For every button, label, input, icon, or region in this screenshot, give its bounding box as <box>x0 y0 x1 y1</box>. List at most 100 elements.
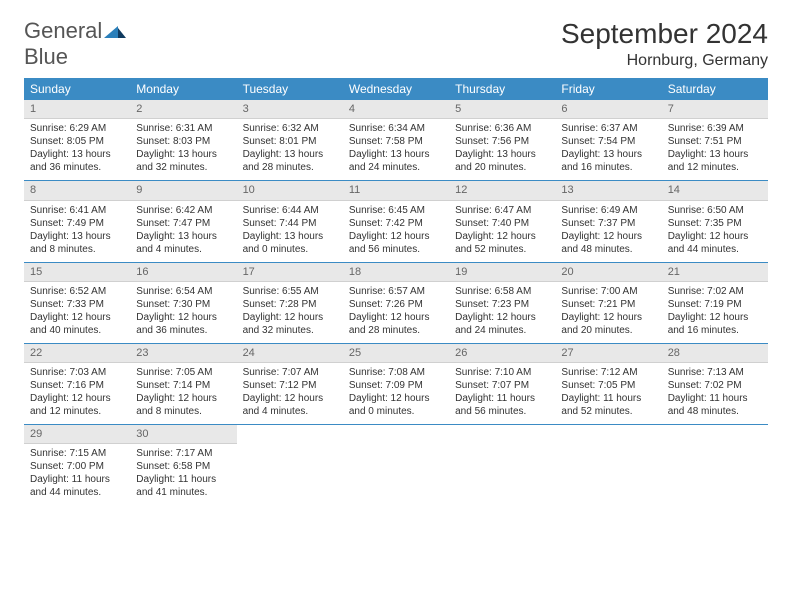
day-body: Sunrise: 6:49 AMSunset: 7:37 PMDaylight:… <box>555 201 661 262</box>
calendar-week-row: 1Sunrise: 6:29 AMSunset: 8:05 PMDaylight… <box>24 100 768 181</box>
day-number: 30 <box>130 425 236 444</box>
day-number: 24 <box>237 344 343 363</box>
header: General Blue September 2024 Hornburg, Ge… <box>24 18 768 70</box>
day-body: Sunrise: 6:36 AMSunset: 7:56 PMDaylight:… <box>449 119 555 180</box>
calendar-day-cell: 26Sunrise: 7:10 AMSunset: 7:07 PMDayligh… <box>449 343 555 424</box>
sunrise-line: Sunrise: 6:55 AM <box>243 285 337 298</box>
daylight-line: Daylight: 12 hours and 4 minutes. <box>243 392 337 418</box>
calendar-day-cell: 23Sunrise: 7:05 AMSunset: 7:14 PMDayligh… <box>130 343 236 424</box>
daylight-line: Daylight: 13 hours and 32 minutes. <box>136 148 230 174</box>
day-number: 11 <box>343 181 449 200</box>
day-number: 9 <box>130 181 236 200</box>
day-number: 22 <box>24 344 130 363</box>
day-number: 16 <box>130 263 236 282</box>
weekday-header: Wednesday <box>343 78 449 100</box>
day-number: 19 <box>449 263 555 282</box>
day-number: 26 <box>449 344 555 363</box>
day-number: 27 <box>555 344 661 363</box>
sunrise-line: Sunrise: 7:02 AM <box>668 285 762 298</box>
daylight-line: Daylight: 13 hours and 8 minutes. <box>30 230 124 256</box>
sunset-line: Sunset: 7:23 PM <box>455 298 549 311</box>
daylight-line: Daylight: 11 hours and 41 minutes. <box>136 473 230 499</box>
day-body: Sunrise: 6:52 AMSunset: 7:33 PMDaylight:… <box>24 282 130 343</box>
daylight-line: Daylight: 13 hours and 12 minutes. <box>668 148 762 174</box>
calendar-day-cell: 29Sunrise: 7:15 AMSunset: 7:00 PMDayligh… <box>24 425 130 506</box>
calendar-day-cell <box>343 425 449 506</box>
day-body: Sunrise: 7:15 AMSunset: 7:00 PMDaylight:… <box>24 444 130 505</box>
day-body: Sunrise: 6:50 AMSunset: 7:35 PMDaylight:… <box>662 201 768 262</box>
sunrise-line: Sunrise: 6:52 AM <box>30 285 124 298</box>
sunset-line: Sunset: 8:01 PM <box>243 135 337 148</box>
calendar-week-row: 29Sunrise: 7:15 AMSunset: 7:00 PMDayligh… <box>24 425 768 506</box>
day-number: 6 <box>555 100 661 119</box>
calendar-day-cell: 20Sunrise: 7:00 AMSunset: 7:21 PMDayligh… <box>555 262 661 343</box>
calendar-day-cell: 22Sunrise: 7:03 AMSunset: 7:16 PMDayligh… <box>24 343 130 424</box>
sunrise-line: Sunrise: 6:45 AM <box>349 204 443 217</box>
day-body: Sunrise: 7:12 AMSunset: 7:05 PMDaylight:… <box>555 363 661 424</box>
sunrise-line: Sunrise: 6:42 AM <box>136 204 230 217</box>
day-body: Sunrise: 6:44 AMSunset: 7:44 PMDaylight:… <box>237 201 343 262</box>
day-body: Sunrise: 6:45 AMSunset: 7:42 PMDaylight:… <box>343 201 449 262</box>
daylight-line: Daylight: 13 hours and 28 minutes. <box>243 148 337 174</box>
calendar-week-row: 15Sunrise: 6:52 AMSunset: 7:33 PMDayligh… <box>24 262 768 343</box>
sunset-line: Sunset: 7:21 PM <box>561 298 655 311</box>
logo-text-2: Blue <box>24 44 68 69</box>
day-body: Sunrise: 6:39 AMSunset: 7:51 PMDaylight:… <box>662 119 768 180</box>
sunrise-line: Sunrise: 6:31 AM <box>136 122 230 135</box>
daylight-line: Daylight: 12 hours and 12 minutes. <box>30 392 124 418</box>
sunrise-line: Sunrise: 6:44 AM <box>243 204 337 217</box>
daylight-line: Daylight: 13 hours and 36 minutes. <box>30 148 124 174</box>
daylight-line: Daylight: 11 hours and 44 minutes. <box>30 473 124 499</box>
calendar-day-cell <box>555 425 661 506</box>
sunset-line: Sunset: 7:47 PM <box>136 217 230 230</box>
day-number: 17 <box>237 263 343 282</box>
day-body: Sunrise: 6:58 AMSunset: 7:23 PMDaylight:… <box>449 282 555 343</box>
daylight-line: Daylight: 12 hours and 28 minutes. <box>349 311 443 337</box>
sunrise-line: Sunrise: 7:08 AM <box>349 366 443 379</box>
calendar-day-cell: 14Sunrise: 6:50 AMSunset: 7:35 PMDayligh… <box>662 181 768 262</box>
sunset-line: Sunset: 7:26 PM <box>349 298 443 311</box>
calendar-day-cell: 17Sunrise: 6:55 AMSunset: 7:28 PMDayligh… <box>237 262 343 343</box>
day-body: Sunrise: 7:13 AMSunset: 7:02 PMDaylight:… <box>662 363 768 424</box>
sunrise-line: Sunrise: 7:07 AM <box>243 366 337 379</box>
calendar-day-cell: 10Sunrise: 6:44 AMSunset: 7:44 PMDayligh… <box>237 181 343 262</box>
sunrise-line: Sunrise: 6:37 AM <box>561 122 655 135</box>
sunrise-line: Sunrise: 6:50 AM <box>668 204 762 217</box>
calendar-day-cell: 5Sunrise: 6:36 AMSunset: 7:56 PMDaylight… <box>449 100 555 181</box>
calendar-day-cell: 12Sunrise: 6:47 AMSunset: 7:40 PMDayligh… <box>449 181 555 262</box>
sunrise-line: Sunrise: 7:05 AM <box>136 366 230 379</box>
weekday-header: Saturday <box>662 78 768 100</box>
sunrise-line: Sunrise: 7:03 AM <box>30 366 124 379</box>
day-body: Sunrise: 6:41 AMSunset: 7:49 PMDaylight:… <box>24 201 130 262</box>
sunrise-line: Sunrise: 7:00 AM <box>561 285 655 298</box>
sunrise-line: Sunrise: 6:49 AM <box>561 204 655 217</box>
weekday-header: Monday <box>130 78 236 100</box>
day-number: 23 <box>130 344 236 363</box>
day-number: 20 <box>555 263 661 282</box>
daylight-line: Daylight: 12 hours and 24 minutes. <box>455 311 549 337</box>
day-body: Sunrise: 7:02 AMSunset: 7:19 PMDaylight:… <box>662 282 768 343</box>
sunrise-line: Sunrise: 7:10 AM <box>455 366 549 379</box>
calendar-day-cell: 13Sunrise: 6:49 AMSunset: 7:37 PMDayligh… <box>555 181 661 262</box>
sunrise-line: Sunrise: 6:58 AM <box>455 285 549 298</box>
day-number: 5 <box>449 100 555 119</box>
day-body: Sunrise: 6:55 AMSunset: 7:28 PMDaylight:… <box>237 282 343 343</box>
weekday-header: Sunday <box>24 78 130 100</box>
day-number: 18 <box>343 263 449 282</box>
daylight-line: Daylight: 13 hours and 0 minutes. <box>243 230 337 256</box>
day-body: Sunrise: 6:47 AMSunset: 7:40 PMDaylight:… <box>449 201 555 262</box>
sunset-line: Sunset: 7:42 PM <box>349 217 443 230</box>
sunset-line: Sunset: 8:03 PM <box>136 135 230 148</box>
calendar-day-cell <box>449 425 555 506</box>
daylight-line: Daylight: 12 hours and 32 minutes. <box>243 311 337 337</box>
daylight-line: Daylight: 12 hours and 36 minutes. <box>136 311 230 337</box>
calendar-day-cell: 30Sunrise: 7:17 AMSunset: 6:58 PMDayligh… <box>130 425 236 506</box>
sunset-line: Sunset: 8:05 PM <box>30 135 124 148</box>
month-title: September 2024 <box>561 18 768 50</box>
weekday-header-row: Sunday Monday Tuesday Wednesday Thursday… <box>24 78 768 100</box>
sunset-line: Sunset: 7:51 PM <box>668 135 762 148</box>
day-number: 21 <box>662 263 768 282</box>
daylight-line: Daylight: 12 hours and 52 minutes. <box>455 230 549 256</box>
sunrise-line: Sunrise: 6:32 AM <box>243 122 337 135</box>
daylight-line: Daylight: 13 hours and 16 minutes. <box>561 148 655 174</box>
